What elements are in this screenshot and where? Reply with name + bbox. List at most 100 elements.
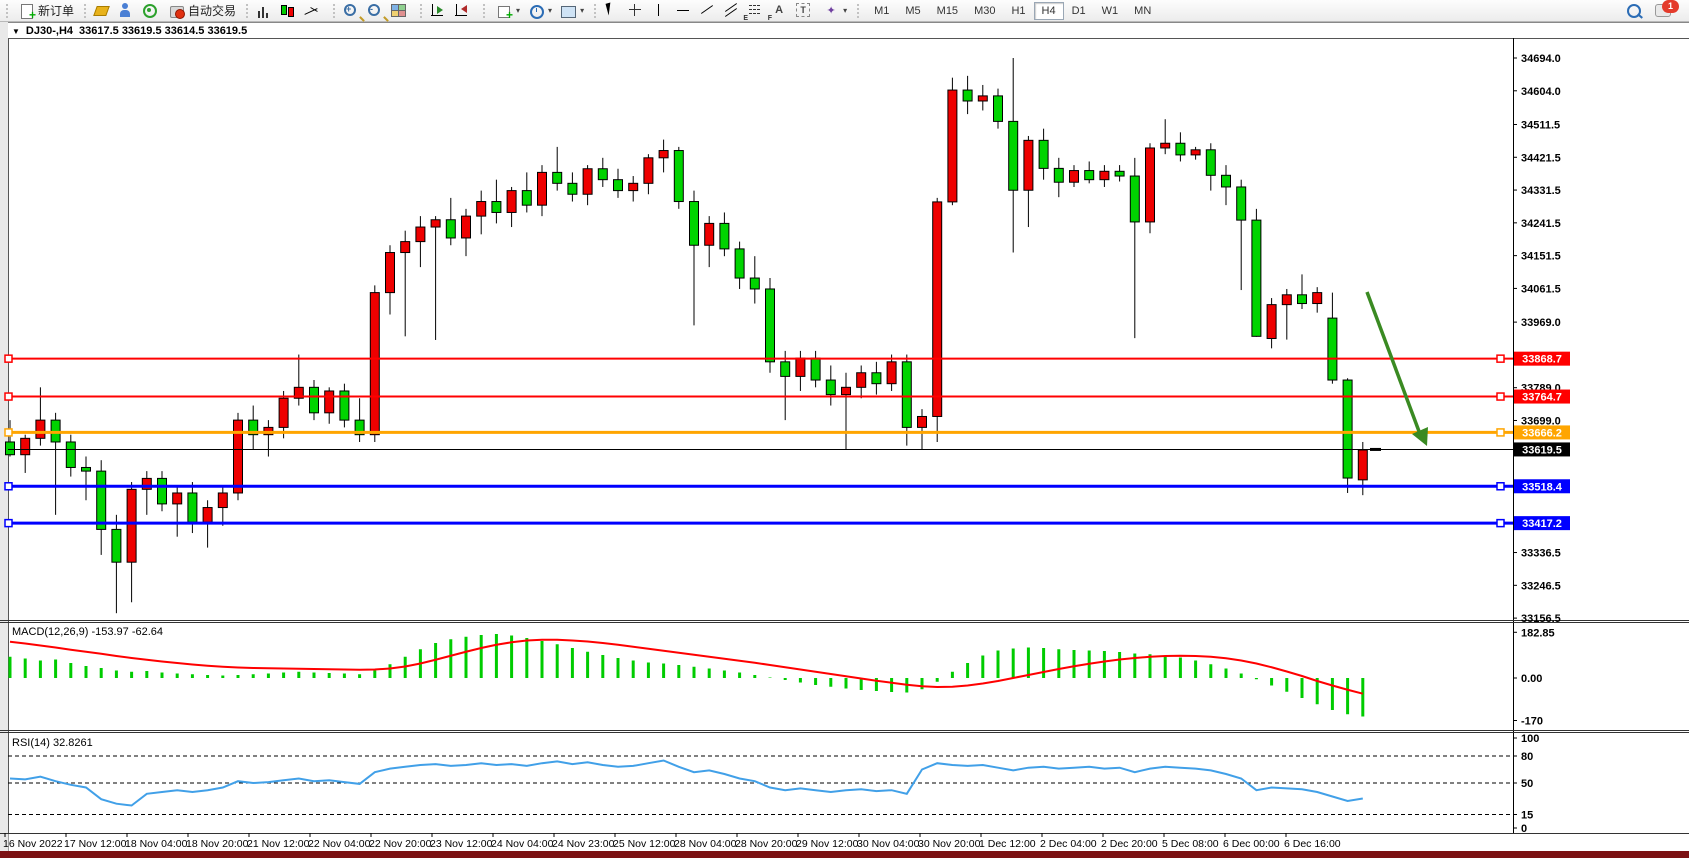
scroll-to-end-icon[interactable] bbox=[429, 2, 453, 20]
price-tick-label: 34061.5 bbox=[1521, 283, 1561, 295]
timeframe-button-m5[interactable]: M5 bbox=[905, 4, 921, 17]
candle-down bbox=[111, 528, 122, 563]
notifications-icon[interactable]: 1 bbox=[1655, 0, 1679, 17]
channel-tool-icon[interactable]: E bbox=[723, 2, 748, 22]
horizontal-line-tool-icon[interactable] bbox=[675, 2, 699, 20]
text-tool-icon[interactable]: A bbox=[775, 3, 784, 16]
auto-trading-button[interactable]: 自动交易 bbox=[165, 1, 240, 20]
line-anchor-handle[interactable] bbox=[4, 428, 13, 437]
date-label: 1 Dec 12:00 bbox=[979, 838, 1036, 850]
line-anchor-handle[interactable] bbox=[1496, 428, 1505, 437]
cursor-tool-icon[interactable] bbox=[603, 2, 627, 20]
line-anchor-handle[interactable] bbox=[4, 354, 13, 363]
candle-up bbox=[795, 357, 806, 377]
line-anchor-handle[interactable] bbox=[4, 392, 13, 401]
tile-windows-icon[interactable] bbox=[390, 2, 414, 20]
bar-chart-type-icon[interactable] bbox=[255, 2, 279, 20]
indicators-button[interactable]: + ▾ bbox=[492, 2, 524, 21]
timeframe-bar: M1 M5 M15 M30 H1 H4 D1 W1 MN bbox=[854, 0, 1162, 21]
vertical-line-tool-icon[interactable] bbox=[651, 2, 675, 20]
timeframe-button-h4[interactable]: H4 bbox=[1033, 1, 1064, 20]
candle-up bbox=[1160, 142, 1171, 149]
zoom-in-icon[interactable]: + bbox=[342, 2, 366, 22]
candle-up bbox=[1099, 170, 1110, 181]
trendline-tool-icon[interactable] bbox=[699, 2, 723, 20]
date-label: 22 Nov 20:00 bbox=[369, 838, 432, 850]
text-label-tool-icon[interactable]: T bbox=[795, 2, 819, 20]
line-chart-type-icon[interactable] bbox=[303, 2, 327, 20]
price-line-badge-label: 33417.2 bbox=[1522, 518, 1562, 530]
timeframe-button-m1[interactable]: M1 bbox=[874, 4, 890, 17]
new-order-button[interactable]: + 新订单 bbox=[15, 1, 78, 21]
line-anchor-handle[interactable] bbox=[1496, 354, 1505, 363]
candle-down bbox=[1053, 167, 1064, 183]
timeframe-button-m15[interactable]: M15 bbox=[936, 4, 959, 17]
candle-up bbox=[643, 157, 654, 184]
price-line-badge bbox=[1514, 389, 1570, 404]
date-label: 28 Nov 20:00 bbox=[735, 838, 798, 850]
candle-up bbox=[506, 190, 517, 213]
notification-badge: 1 bbox=[1662, 0, 1679, 13]
zoom-out-icon[interactable]: - bbox=[366, 2, 390, 22]
signals-icon[interactable] bbox=[141, 2, 165, 20]
date-label: 24 Nov 23:00 bbox=[552, 838, 615, 850]
main-toolbar: + 新订单 自动交易 + - + ▾ ▾ ▾ E F A bbox=[0, 0, 1689, 22]
marker-icon[interactable] bbox=[93, 2, 117, 20]
candlestick-type-icon[interactable] bbox=[279, 2, 303, 20]
price-tick-label: 33336.5 bbox=[1521, 548, 1561, 560]
periods-button[interactable]: ▾ bbox=[524, 2, 556, 20]
date-label: 6 Dec 00:00 bbox=[1223, 838, 1280, 850]
price-tick-label: 33246.5 bbox=[1521, 580, 1561, 592]
trend-arrow-head[interactable] bbox=[1412, 427, 1428, 446]
line-anchor-handle[interactable] bbox=[1496, 518, 1505, 528]
candle-down bbox=[65, 441, 76, 468]
candle-down bbox=[1175, 142, 1186, 156]
timeframe-button-h1[interactable]: H1 bbox=[1011, 4, 1026, 17]
chart-shift-icon[interactable] bbox=[453, 2, 477, 20]
date-label: 17 Nov 12:00 bbox=[64, 838, 127, 850]
fibonacci-tool-icon[interactable]: F bbox=[747, 2, 772, 22]
candle-up bbox=[932, 201, 943, 417]
timeframe-button-mn[interactable]: MN bbox=[1134, 4, 1152, 17]
date-label: 18 Nov 20:00 bbox=[186, 838, 249, 850]
price-tick-label: 34151.5 bbox=[1521, 251, 1561, 263]
window-bottom-edge bbox=[0, 851, 1689, 858]
price-line-badge-label: 33619.5 bbox=[1522, 444, 1562, 456]
candle-down bbox=[552, 171, 563, 184]
line-anchor-handle[interactable] bbox=[1496, 482, 1505, 491]
candle-up bbox=[217, 492, 228, 509]
line-anchor-handle[interactable] bbox=[4, 518, 13, 528]
line-anchor-handle[interactable] bbox=[1496, 392, 1505, 401]
timeframe-button-m30[interactable]: M30 bbox=[974, 4, 996, 17]
profile-icon[interactable] bbox=[117, 2, 141, 20]
candle-up bbox=[886, 361, 897, 385]
candle-down bbox=[1008, 120, 1019, 191]
candle-up bbox=[20, 437, 31, 456]
candle-down bbox=[765, 288, 775, 363]
search-icon[interactable] bbox=[1627, 3, 1641, 18]
templates-button[interactable]: ▾ bbox=[556, 2, 588, 20]
date-label: 22 Nov 04:00 bbox=[308, 838, 371, 850]
candle-up bbox=[293, 386, 304, 399]
candle-up bbox=[476, 201, 487, 217]
timeframe-button-w1[interactable]: W1 bbox=[1101, 4, 1119, 17]
line-anchor-handle[interactable] bbox=[4, 482, 13, 491]
timeframe-button-d1[interactable]: D1 bbox=[1071, 4, 1086, 17]
date-label: 29 Nov 12:00 bbox=[796, 838, 859, 850]
candle-up bbox=[1023, 139, 1034, 191]
price-tick-label: 34421.5 bbox=[1521, 152, 1561, 164]
candle-up bbox=[369, 292, 380, 436]
candle-down bbox=[673, 150, 684, 203]
symbol-dropdown-icon: ▼ bbox=[12, 26, 20, 36]
candle-up bbox=[1281, 294, 1292, 306]
candle-down bbox=[1129, 175, 1140, 223]
auto-trading-label: 自动交易 bbox=[188, 4, 237, 18]
trend-arrow-line[interactable] bbox=[1365, 291, 1422, 435]
crosshair-tool-icon[interactable] bbox=[627, 2, 651, 20]
arrows-tool-button[interactable]: ✦ ▾ bbox=[826, 4, 848, 17]
macd-axis-label: 0.00 bbox=[1521, 673, 1542, 685]
candle-down bbox=[1236, 186, 1247, 221]
candle-down bbox=[445, 219, 456, 239]
macd-axis-label: 182.85 bbox=[1521, 627, 1555, 639]
